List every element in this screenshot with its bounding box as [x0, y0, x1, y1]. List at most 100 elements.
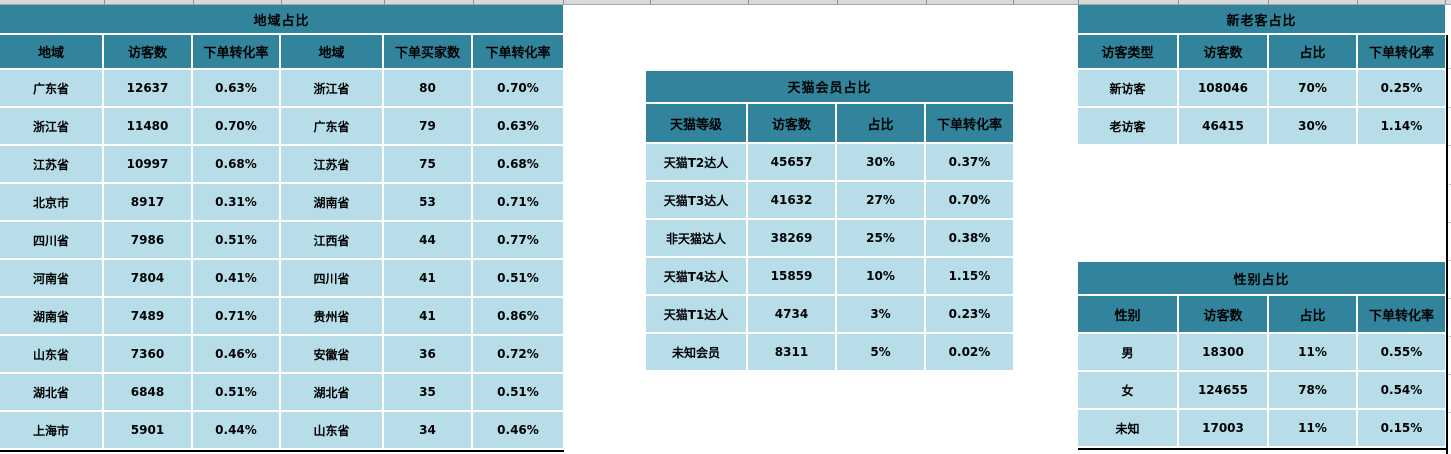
table-title[interactable]: 新老客占比	[1078, 5, 1445, 33]
column-header-cell[interactable]: 访客数	[1179, 296, 1267, 332]
column-header-cell[interactable]: 下单转化率	[1358, 35, 1445, 68]
data-cell[interactable]: 25%	[837, 220, 924, 256]
data-cell[interactable]: 0.55%	[1358, 334, 1445, 370]
data-cell[interactable]: 27%	[837, 182, 924, 218]
data-cell[interactable]: 0.31%	[193, 184, 279, 220]
data-cell[interactable]: 0.15%	[1358, 410, 1445, 446]
column-header-cell[interactable]: 下单转化率	[926, 104, 1013, 142]
data-cell[interactable]: 0.37%	[926, 144, 1013, 180]
table-title[interactable]: 地域占比	[0, 5, 563, 33]
data-cell[interactable]: 1.14%	[1358, 108, 1445, 144]
data-cell[interactable]: 30%	[1269, 108, 1356, 144]
data-cell[interactable]: 上海市	[0, 412, 102, 448]
data-cell[interactable]: 0.51%	[193, 222, 279, 258]
column-header-cell[interactable]: 下单转化率	[1358, 296, 1445, 332]
data-cell[interactable]: 天猫T1达人	[646, 296, 746, 332]
data-cell[interactable]: 0.70%	[926, 182, 1013, 218]
data-cell[interactable]: 5901	[104, 412, 191, 448]
table-title[interactable]: 天猫会员占比	[646, 71, 1013, 102]
data-cell[interactable]: 男	[1078, 334, 1177, 370]
data-cell[interactable]: 108046	[1179, 70, 1267, 106]
data-cell[interactable]: 44	[384, 222, 471, 258]
data-cell[interactable]: 41632	[748, 182, 835, 218]
data-cell[interactable]: 30%	[837, 144, 924, 180]
data-cell[interactable]: 53	[384, 184, 471, 220]
column-header-cell[interactable]: 占比	[1269, 296, 1356, 332]
data-cell[interactable]: 7360	[104, 336, 191, 372]
data-cell[interactable]: 12637	[104, 70, 191, 106]
data-cell[interactable]: 46415	[1179, 108, 1267, 144]
column-header-cell[interactable]: 下单转化率	[473, 35, 563, 68]
data-cell[interactable]: 天猫T4达人	[646, 258, 746, 294]
data-cell[interactable]: 浙江省	[281, 70, 382, 106]
data-cell[interactable]: 江西省	[281, 222, 382, 258]
data-cell[interactable]: 78%	[1269, 372, 1356, 408]
column-header-cell[interactable]: 下单买家数	[384, 35, 471, 68]
data-cell[interactable]: 0.63%	[193, 70, 279, 106]
data-cell[interactable]: 江苏省	[281, 146, 382, 182]
data-cell[interactable]: 山东省	[281, 412, 382, 448]
data-cell[interactable]: 0.71%	[193, 298, 279, 334]
data-cell[interactable]: 0.72%	[473, 336, 563, 372]
data-cell[interactable]: 10997	[104, 146, 191, 182]
data-cell[interactable]: 0.23%	[926, 296, 1013, 332]
column-header-cell[interactable]: 访客类型	[1078, 35, 1177, 68]
data-cell[interactable]: 75	[384, 146, 471, 182]
data-cell[interactable]: 45657	[748, 144, 835, 180]
data-cell[interactable]: 7804	[104, 260, 191, 296]
data-cell[interactable]: 6848	[104, 374, 191, 410]
data-cell[interactable]: 0.68%	[473, 146, 563, 182]
data-cell[interactable]: 天猫T2达人	[646, 144, 746, 180]
data-cell[interactable]: 江苏省	[0, 146, 102, 182]
data-cell[interactable]: 四川省	[281, 260, 382, 296]
data-cell[interactable]: 新访客	[1078, 70, 1177, 106]
column-header-cell[interactable]: 下单转化率	[193, 35, 279, 68]
data-cell[interactable]: 女	[1078, 372, 1177, 408]
data-cell[interactable]: 80	[384, 70, 471, 106]
data-cell[interactable]: 10%	[837, 258, 924, 294]
data-cell[interactable]: 8917	[104, 184, 191, 220]
data-cell[interactable]: 湖南省	[281, 184, 382, 220]
data-cell[interactable]: 0.38%	[926, 220, 1013, 256]
data-cell[interactable]: 41	[384, 298, 471, 334]
data-cell[interactable]: 11480	[104, 108, 191, 144]
data-cell[interactable]: 11%	[1269, 334, 1356, 370]
data-cell[interactable]: 湖南省	[0, 298, 102, 334]
data-cell[interactable]: 35	[384, 374, 471, 410]
column-header-cell[interactable]: 地域	[0, 35, 102, 68]
data-cell[interactable]: 18300	[1179, 334, 1267, 370]
data-cell[interactable]: 8311	[748, 334, 835, 370]
data-cell[interactable]: 0.54%	[1358, 372, 1445, 408]
data-cell[interactable]: 未知会员	[646, 334, 746, 370]
data-cell[interactable]: 41	[384, 260, 471, 296]
data-cell[interactable]: 0.02%	[926, 334, 1013, 370]
column-header-cell[interactable]: 占比	[1269, 35, 1356, 68]
data-cell[interactable]: 安徽省	[281, 336, 382, 372]
data-cell[interactable]: 0.70%	[473, 70, 563, 106]
data-cell[interactable]: 1.15%	[926, 258, 1013, 294]
data-cell[interactable]: 0.51%	[193, 374, 279, 410]
data-cell[interactable]: 广东省	[0, 70, 102, 106]
data-cell[interactable]: 0.25%	[1358, 70, 1445, 106]
data-cell[interactable]: 广东省	[281, 108, 382, 144]
data-cell[interactable]: 4734	[748, 296, 835, 332]
column-header-cell[interactable]: 访客数	[1179, 35, 1267, 68]
data-cell[interactable]: 0.86%	[473, 298, 563, 334]
data-cell[interactable]: 15859	[748, 258, 835, 294]
column-header-cell[interactable]: 天猫等级	[646, 104, 746, 142]
data-cell[interactable]: 浙江省	[0, 108, 102, 144]
data-cell[interactable]: 0.51%	[473, 260, 563, 296]
data-cell[interactable]: 四川省	[0, 222, 102, 258]
column-header-cell[interactable]: 性别	[1078, 296, 1177, 332]
data-cell[interactable]: 36	[384, 336, 471, 372]
data-cell[interactable]: 0.63%	[473, 108, 563, 144]
data-cell[interactable]: 0.46%	[473, 412, 563, 448]
data-cell[interactable]: 3%	[837, 296, 924, 332]
data-cell[interactable]: 11%	[1269, 410, 1356, 446]
data-cell[interactable]: 124655	[1179, 372, 1267, 408]
data-cell[interactable]: 7489	[104, 298, 191, 334]
column-header-cell[interactable]: 地域	[281, 35, 382, 68]
data-cell[interactable]: 0.46%	[193, 336, 279, 372]
data-cell[interactable]: 17003	[1179, 410, 1267, 446]
data-cell[interactable]: 老访客	[1078, 108, 1177, 144]
